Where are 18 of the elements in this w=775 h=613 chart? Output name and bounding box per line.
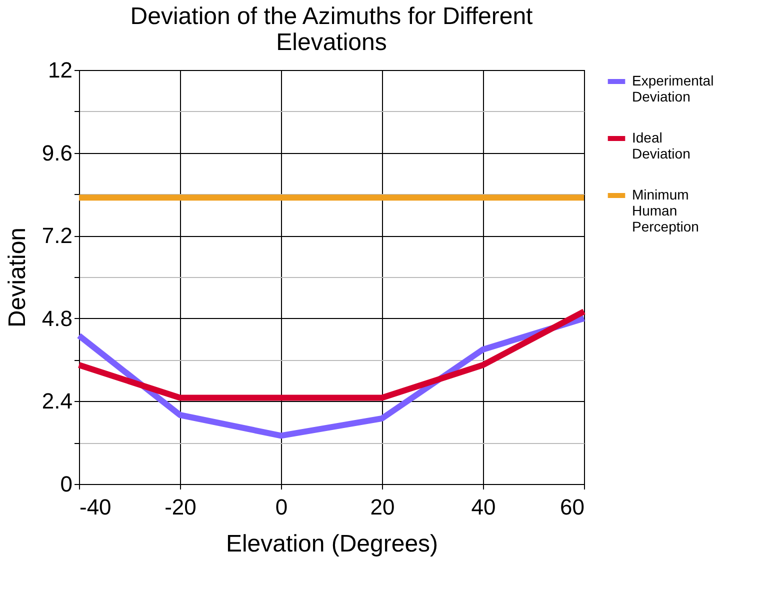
legend-label: Experimental Deviation xyxy=(632,72,714,104)
x-tick-label: 0 xyxy=(275,494,288,520)
chart-title: Deviation of the Azimuths for Different Elevations xyxy=(130,3,534,56)
y-tick-label: 9.6 xyxy=(42,140,72,166)
x-tick-label: -40 xyxy=(80,494,112,520)
y-tick-label: 2.4 xyxy=(42,388,72,414)
y-tick-label: 12 xyxy=(48,58,72,82)
x-tick-label: 40 xyxy=(471,494,496,520)
y-tick-label: 0 xyxy=(60,472,72,496)
y-tick-label: 7.2 xyxy=(42,223,72,248)
legend-label: Minimum Human Perception xyxy=(632,186,699,234)
y-tick-label: 4.8 xyxy=(42,306,72,331)
x-axis-title: Elevation (Degrees) xyxy=(226,530,438,558)
x-tick-label: -20 xyxy=(164,494,196,520)
x-tick-label: 20 xyxy=(370,494,395,520)
y-axis-title: Deviation xyxy=(4,227,31,328)
x-tick-label: 60 xyxy=(560,494,584,520)
legend-label: Ideal Deviation xyxy=(632,130,690,162)
